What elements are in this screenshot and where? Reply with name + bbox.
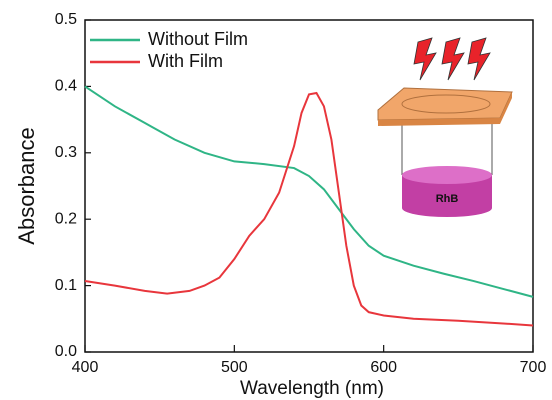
inset-label: RhB <box>436 193 459 205</box>
x-tick-label: 400 <box>72 359 99 376</box>
legend-label: With Film <box>148 51 223 71</box>
x-tick-label: 500 <box>221 359 248 376</box>
y-tick-label: 0.4 <box>55 78 77 95</box>
data-line <box>84 85 534 298</box>
y-tick-label: 0.2 <box>55 210 77 227</box>
inset-illustration: RhB <box>377 37 513 217</box>
y-tick-label: 0.5 <box>55 11 77 28</box>
y-axis-label: Absorbance <box>14 127 39 244</box>
x-tick-label: 600 <box>370 359 397 376</box>
y-tick-label: 0.0 <box>55 343 77 360</box>
y-tick-label: 0.3 <box>55 144 77 161</box>
x-axis-label: Wavelength (nm) <box>240 378 384 399</box>
y-tick-label: 0.1 <box>55 277 77 294</box>
data-line <box>84 91 534 327</box>
plot-frame <box>84 19 534 353</box>
legend-label: Without Film <box>148 29 248 49</box>
x-tick-label: 700 <box>520 359 547 376</box>
